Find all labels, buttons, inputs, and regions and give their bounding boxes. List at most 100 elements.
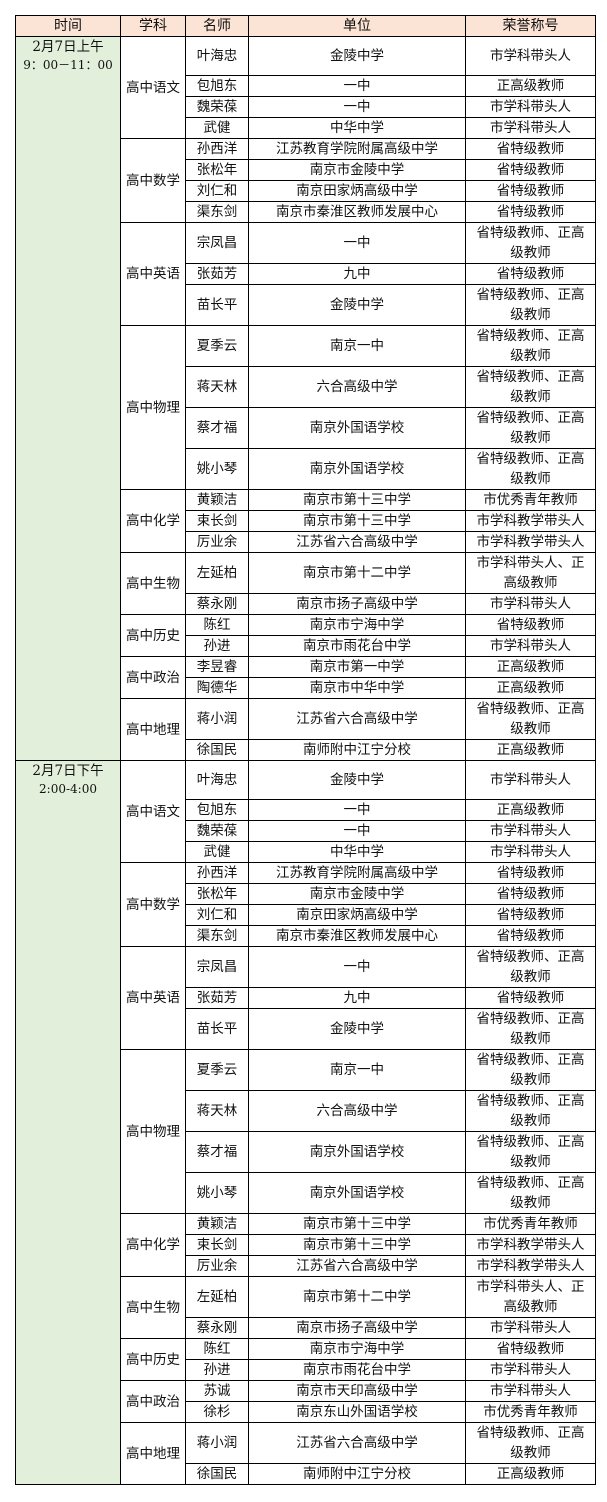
teacher-honor: 正高级教师 (465, 799, 596, 821)
teacher-unit: 南京外国语学校 (248, 407, 466, 449)
teacher-name: 张茹芳 (185, 263, 249, 285)
subject-cell: 高中历史 (120, 1338, 186, 1381)
table-row: 高中英语 宗凤昌 一中 省特级教师、正高级教师 (16, 222, 596, 326)
teacher-name: 叶海忠 (185, 36, 249, 76)
teacher-honor: 省特级教师、正高级教师 (465, 284, 596, 326)
teacher-honor: 省特级教师、正高级教师 (465, 407, 596, 449)
teacher-honor: 省特级教师 (465, 987, 596, 1009)
teacher-unit: 江苏教育学院附属高级中学 (248, 862, 466, 884)
subject-cell: 高中数学 (120, 862, 186, 947)
teacher-honor: 正高级教师 (465, 739, 596, 761)
time-date: 2月7日下午 (32, 763, 104, 779)
teacher-unit: 一中 (248, 799, 466, 821)
teacher-name: 孙西洋 (185, 138, 249, 160)
teacher-honor: 市学科带头人 (465, 117, 596, 139)
table-row: 高中化学 黄颖洁 南京市第十三中学 市优秀青年教师 (16, 1213, 596, 1277)
teacher-name: 左延柏 (185, 1276, 249, 1318)
time-cell: 2月7日上午 9：00－11：00 (15, 36, 121, 761)
time-cell: 2月7日下午 2:00-4:00 (15, 760, 121, 1485)
time-date: 2月7日上午 (32, 39, 104, 55)
teacher-unit: 一中 (248, 75, 466, 97)
table-row: 蔡永刚 南京市扬子高级中学 市学科带头人 (16, 593, 596, 615)
table-row: 徐国民 南师附中江宁分校 正高级教师 (16, 1463, 596, 1485)
teacher-honor: 正高级教师 (465, 677, 596, 699)
teacher-honor: 省特级教师 (465, 1338, 596, 1360)
teacher-unit: 金陵中学 (248, 284, 466, 326)
teacher-honor: 省特级教师、正高级教师 (465, 325, 596, 367)
teacher-name: 姚小琴 (185, 1172, 249, 1214)
table-row: 渠东剑 南京市秦淮区教师发展中心 省特级教师 (16, 925, 596, 947)
table-row: 蔡才福 南京外国语学校 省特级教师、正高级教师 (16, 1131, 596, 1173)
table-row: 苗长平 金陵中学 省特级教师、正高级教师 (16, 284, 596, 326)
teacher-honor: 市学科教学带头人 (465, 531, 596, 553)
subject-cell: 高中政治 (120, 656, 186, 699)
subject-cell: 高中生物 (120, 1276, 186, 1339)
teacher-name: 徐国民 (185, 1463, 249, 1485)
teacher-unit: 南京东山外国语学校 (248, 1401, 466, 1423)
teacher-unit: 南京市金陵中学 (248, 159, 466, 181)
teacher-unit: 南京市雨花台中学 (248, 635, 466, 657)
teacher-honor: 正高级教师 (465, 75, 596, 97)
table-row: 张松年 南京市金陵中学 省特级教师 (16, 159, 596, 181)
teacher-name: 蔡永刚 (185, 1317, 249, 1339)
teacher-name: 束长剑 (185, 1234, 249, 1256)
teacher-unit: 南京市第一中学 (248, 656, 466, 678)
teacher-unit: 南京田家炳高级中学 (248, 904, 466, 926)
subject-cell: 高中物理 (120, 325, 186, 490)
table-row: 2月7日上午 9：00－11：00 高中语文 叶海忠 金陵中学 市学科带头人 (15, 36, 596, 761)
teacher-name: 夏季云 (185, 325, 249, 367)
table-row: 高中历史 陈红 南京市宁海中学 省特级教师 (16, 614, 596, 657)
teacher-name: 黄颖洁 (185, 489, 249, 511)
subject-cell: 高中地理 (120, 1422, 186, 1485)
teacher-name: 刘仁和 (185, 180, 249, 202)
teacher-unit: 金陵中学 (248, 1008, 466, 1050)
table-row: 高中地理 蒋小润 江苏省六合高级中学 省特级教师、正高级教师 (16, 698, 596, 761)
teacher-honor: 省特级教师 (465, 862, 596, 884)
teacher-honor: 省特级教师 (465, 925, 596, 947)
teacher-name: 姚小琴 (185, 448, 249, 490)
table-row: 高中生物 左延柏 南京市第十二中学 市学科带头人、正高级教师 (16, 552, 596, 615)
subject-cell: 高中英语 (120, 222, 186, 326)
teacher-unit: 中华中学 (248, 841, 466, 863)
teacher-name: 孙进 (185, 635, 249, 657)
teacher-name: 李昱睿 (185, 656, 249, 678)
teacher-name: 刘仁和 (185, 904, 249, 926)
teacher-honor: 省特级教师、正高级教师 (465, 698, 596, 740)
table-row: 苗长平 金陵中学 省特级教师、正高级教师 (16, 1008, 596, 1050)
teacher-honor: 省特级教师 (465, 614, 596, 636)
table-row: 高中历史 陈红 南京市宁海中学 省特级教师 (16, 1338, 596, 1381)
teacher-unit: 南京市第十二中学 (248, 1276, 466, 1318)
teacher-unit: 南京一中 (248, 325, 466, 367)
teacher-name: 苗长平 (185, 284, 249, 326)
table-row: 魏荣葆 一中 市学科带头人 (16, 820, 596, 842)
teacher-unit: 一中 (248, 820, 466, 842)
teacher-honor: 市学科带头人 (465, 96, 596, 118)
teacher-name: 武健 (185, 117, 249, 139)
teacher-unit: 南京外国语学校 (248, 1131, 466, 1173)
teacher-honor: 市学科教学带头人 (465, 1255, 596, 1277)
teacher-honor: 省特级教师 (465, 138, 596, 160)
teacher-unit: 南师附中江宁分校 (248, 1463, 466, 1485)
teacher-name: 黄颖洁 (185, 1213, 249, 1235)
teacher-name: 包旭东 (185, 75, 249, 97)
teacher-name: 蔡才福 (185, 407, 249, 449)
teacher-unit: 金陵中学 (248, 36, 466, 76)
table-row: 高中物理 夏季云 南京一中 省特级教师、正高级教师 (16, 1049, 596, 1214)
teacher-unit: 南京市宁海中学 (248, 614, 466, 636)
teacher-honor: 市优秀青年教师 (465, 489, 596, 511)
teacher-unit: 南京市中华中学 (248, 677, 466, 699)
table-row: 高中物理 夏季云 南京一中 省特级教师、正高级教师 (16, 325, 596, 490)
table-row: 徐杉 南京东山外国语学校 市优秀青年教师 (16, 1401, 596, 1423)
teacher-unit: 江苏省六合高级中学 (248, 698, 466, 740)
table-row: 高中地理 蒋小润 江苏省六合高级中学 省特级教师、正高级教师 (16, 1422, 596, 1485)
table-row: 包旭东 一中 正高级教师 (16, 799, 596, 821)
subject-cell: 高中数学 (120, 138, 186, 223)
teacher-unit: 江苏省六合高级中学 (248, 1255, 466, 1277)
teacher-honor: 省特级教师、正高级教师 (465, 946, 596, 988)
teacher-name: 渠东剑 (185, 925, 249, 947)
teacher-honor: 市学科带头人 (465, 820, 596, 842)
teacher-unit: 南京田家炳高级中学 (248, 180, 466, 202)
teacher-unit: 南京外国语学校 (248, 1172, 466, 1214)
teacher-unit: 一中 (248, 96, 466, 118)
teacher-name: 厉业余 (185, 1255, 249, 1277)
